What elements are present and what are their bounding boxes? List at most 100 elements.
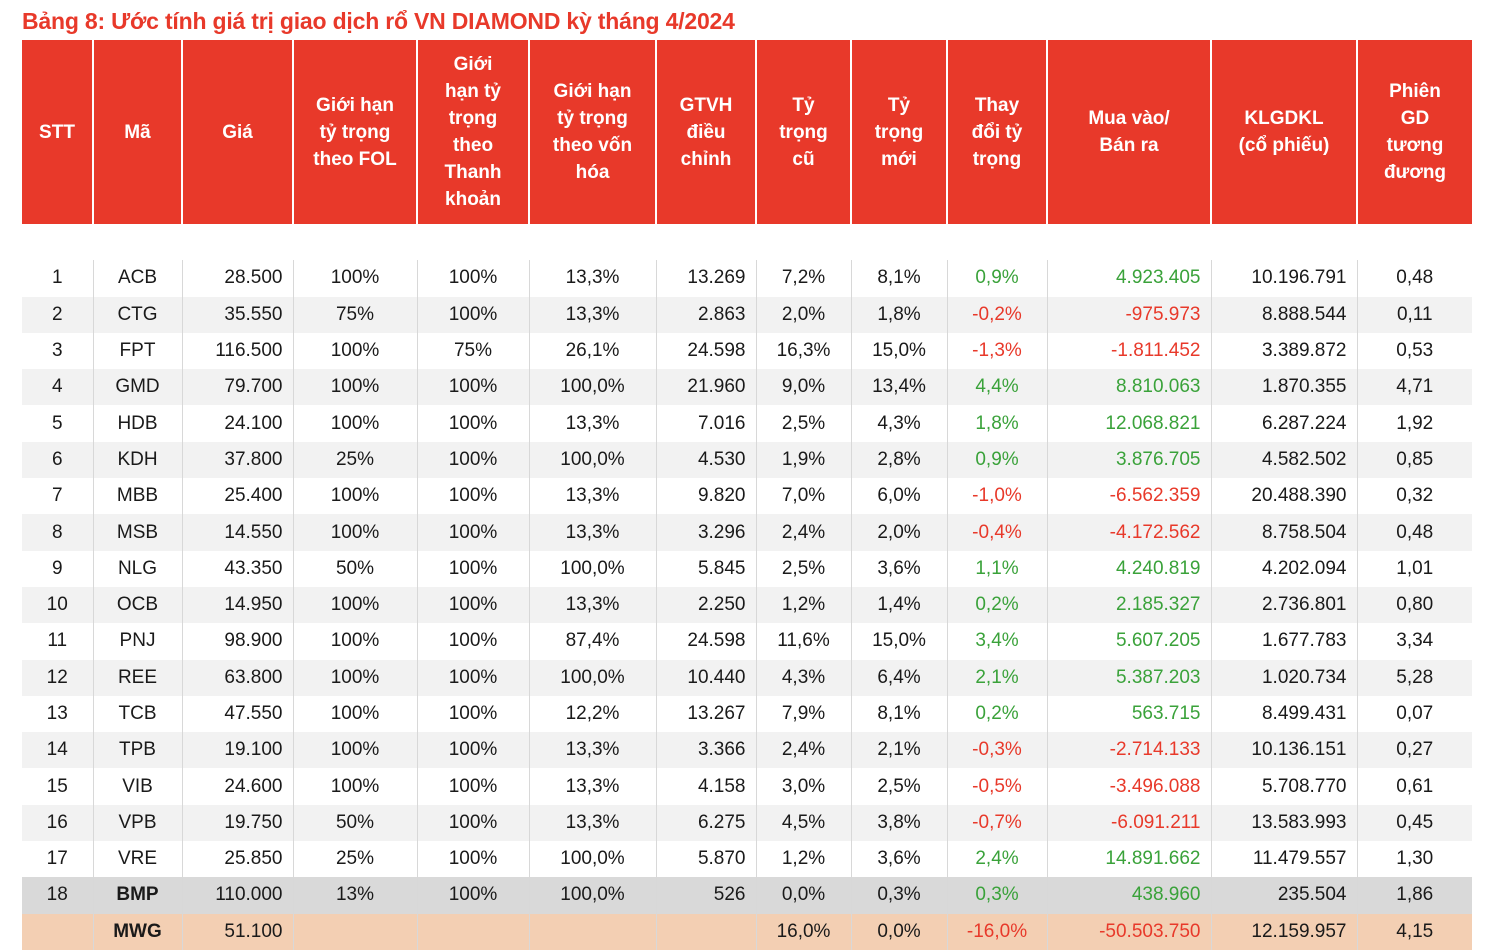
- cell-cap-limit: 13,3%: [528, 586, 656, 624]
- cell-old-weight: 7,9%: [755, 695, 851, 733]
- header-label: STT: [39, 121, 75, 143]
- header-label: Giới hạn tỷ trọng theo Thanh khoản: [444, 54, 502, 210]
- cell-cap-limit: 13,3%: [528, 260, 656, 297]
- header-label: Mã: [124, 121, 151, 143]
- cell-buy-sell: -1.811.452: [1046, 332, 1211, 370]
- cell-ma: NLG: [92, 550, 182, 587]
- table-row: 11 PNJ 98.900 100% 100% 87,4% 24.598 11,6% 15,0%…: [22, 623, 1472, 660]
- cell-cap-limit: [528, 913, 656, 950]
- cell-liquidity-limit: 100%: [416, 550, 529, 587]
- cell-ma: MWG: [92, 913, 182, 950]
- cell-stt: 10: [22, 586, 93, 624]
- cell-equiv-sessions: 1,01: [1356, 550, 1472, 587]
- cell-fol-limit: 100%: [292, 586, 417, 624]
- cell-liquidity-limit: 100%: [416, 659, 529, 696]
- cell-equiv-sessions: 0,27: [1356, 732, 1472, 769]
- table-row: 3 FPT 116.500 100% 75% 26,1% 24.598 16,3% 15,0% -…: [22, 332, 1472, 370]
- header-label: Thay đổi tỷ trọng: [971, 94, 1023, 170]
- cell-liquidity-limit: 100%: [416, 405, 529, 442]
- cell-ma: TCB: [92, 695, 182, 733]
- cell-weight-change: -0,2%: [946, 296, 1047, 333]
- cell-fol-limit: 100%: [292, 623, 417, 660]
- cell-stt: 4: [22, 369, 93, 406]
- cell-gia: 110.000: [181, 877, 293, 914]
- cell-gtvh: 526: [655, 877, 756, 914]
- cell-buy-sell: -975.973: [1046, 296, 1211, 333]
- cell-equiv-sessions: 0,85: [1356, 441, 1472, 479]
- cell-new-weight: 3,8%: [850, 804, 947, 842]
- cell-weight-change: -0,3%: [946, 732, 1047, 769]
- cell-fol-limit: 50%: [292, 550, 417, 587]
- cell-ma: HDB: [92, 405, 182, 442]
- header-label: Tỷ trọng cũ: [779, 94, 828, 170]
- table-row: 12 REE 63.800 100% 100% 100,0% 10.440 4,3% 6,4% 2…: [22, 659, 1472, 696]
- cell-liquidity-limit: 100%: [416, 841, 529, 878]
- cell-liquidity-limit: 100%: [416, 804, 529, 842]
- cell-new-weight: 2,5%: [850, 768, 947, 805]
- cell-buy-sell: -6.562.359: [1046, 478, 1211, 515]
- cell-fol-limit: 100%: [292, 478, 417, 515]
- cell-liquidity-limit: 100%: [416, 623, 529, 660]
- cell-gia: 63.800: [181, 659, 293, 696]
- cell-weight-change: 2,4%: [946, 841, 1047, 878]
- cell-klgdkl: 8.888.544: [1210, 296, 1357, 333]
- cell-old-weight: 2,4%: [755, 732, 851, 769]
- cell-old-weight: 16,0%: [755, 913, 851, 950]
- cell-cap-limit: 13,3%: [528, 296, 656, 333]
- cell-old-weight: 2,5%: [755, 405, 851, 442]
- cell-klgdkl: 4.202.094: [1210, 550, 1357, 587]
- cell-equiv-sessions: 0,32: [1356, 478, 1472, 515]
- header-ma: Mã: [92, 40, 182, 224]
- header-gia: Giá: [181, 40, 293, 224]
- cell-weight-change: 0,3%: [946, 877, 1047, 914]
- cell-equiv-sessions: 0,61: [1356, 768, 1472, 805]
- cell-stt: 18: [22, 877, 93, 914]
- cell-fol-limit: 50%: [292, 804, 417, 842]
- cell-equiv-sessions: 0,45: [1356, 804, 1472, 842]
- cell-klgdkl: 1.677.783: [1210, 623, 1357, 660]
- cell-equiv-sessions: 0,53: [1356, 332, 1472, 370]
- cell-old-weight: 4,5%: [755, 804, 851, 842]
- cell-stt: 17: [46, 848, 68, 870]
- table-row: 7 MBB 25.400 100% 100% 13,3% 9.820 7,0% 6,0% -1,0…: [22, 478, 1472, 515]
- cell-ma: PNJ: [92, 623, 182, 660]
- cell-weight-change: -0,7%: [946, 804, 1047, 842]
- cell-stt: 12: [22, 659, 93, 696]
- cell-buy-sell: 5.607.205: [1046, 623, 1211, 660]
- cell-gtvh: 6.275: [655, 804, 756, 842]
- cell-old-weight: 9,0%: [755, 369, 851, 406]
- cell-liquidity-limit: [416, 913, 529, 950]
- cell-cap-limit: 13,3%: [528, 514, 656, 551]
- cell-buy-sell: -6.091.211: [1046, 804, 1211, 842]
- table-row: 10 OCB 14.950 100% 100% 13,3% 2.250 1,2% 1,4% 0,2…: [22, 586, 1472, 624]
- table-row: 15 VIB 24.600 100% 100% 13,3% 4.158 3,0% 2,5% -0,…: [22, 768, 1472, 805]
- cell-buy-sell: 563.715: [1046, 695, 1211, 733]
- cell-weight-change: 3,4%: [946, 623, 1047, 660]
- cell-buy-sell: 8.810.063: [1046, 369, 1211, 406]
- header-equiv-sessions: Phiên GD tương đương: [1356, 40, 1472, 224]
- vn-diamond-table: STT Mã Giá Giới hạn tỷ trọng theo FOL Giới h…: [22, 40, 1472, 950]
- cell-gtvh: 3.366: [655, 732, 756, 769]
- cell-ma: VIB: [92, 768, 182, 805]
- cell-weight-change: 0,2%: [946, 695, 1047, 733]
- cell-equiv-sessions: 3,34: [1356, 623, 1472, 660]
- cell-weight-change: -16,0%: [946, 913, 1047, 950]
- cell-fol-limit: 75%: [292, 296, 417, 333]
- cell-liquidity-limit: 100%: [416, 369, 529, 406]
- cell-gia: 51.100: [181, 913, 293, 950]
- cell-new-weight: 3,6%: [850, 550, 947, 587]
- cell-gia: 28.500: [181, 260, 293, 297]
- cell-equiv-sessions: 0,48: [1356, 260, 1472, 297]
- cell-gia: 98.900: [181, 623, 293, 660]
- cell-klgdkl: 235.504: [1210, 877, 1357, 914]
- cell-new-weight: 3,6%: [850, 841, 947, 878]
- cell-weight-change: 0,9%: [946, 441, 1047, 479]
- cell-gia: 116.500: [181, 332, 293, 370]
- header-row: STT Mã Giá Giới hạn tỷ trọng theo FOL Giới h…: [22, 40, 1472, 224]
- cell-liquidity-limit: 100%: [416, 478, 529, 515]
- cell-gtvh: [655, 913, 756, 950]
- cell-gia: 24.100: [181, 405, 293, 442]
- cell-gia: 14.550: [181, 514, 293, 551]
- cell-klgdkl: 12.159.957: [1210, 913, 1357, 950]
- table-row: 6 KDH 37.800 25% 100% 100,0% 4.530 1,9% 2,8% 0,9%…: [22, 441, 1472, 479]
